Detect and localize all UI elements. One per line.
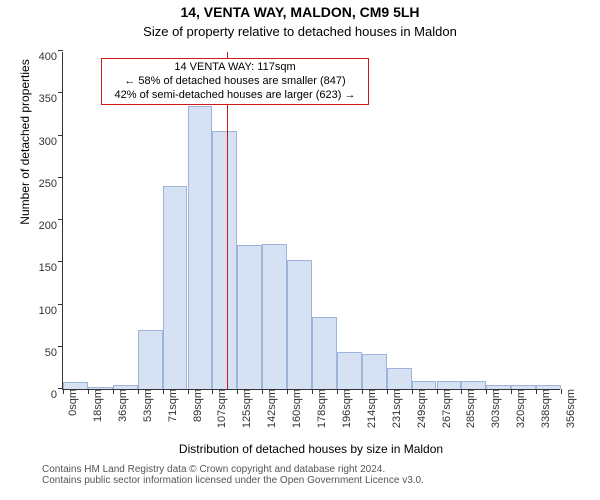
x-tick-label: 320sqm <box>515 389 527 428</box>
y-tick-label: 300 <box>39 136 63 148</box>
x-tick-mark <box>138 389 139 394</box>
histogram-bar <box>536 385 561 389</box>
histogram-bar <box>63 382 88 389</box>
histogram-bar <box>412 381 437 389</box>
chart-title: 14, VENTA WAY, MALDON, CM9 5LH <box>0 4 600 20</box>
y-tick-label: 400 <box>39 51 63 63</box>
x-tick-label: 356sqm <box>565 389 577 428</box>
y-tick-label: 150 <box>39 262 63 274</box>
x-tick-label: 178sqm <box>316 389 328 428</box>
y-tick-mark <box>58 261 63 262</box>
x-tick-label: 267sqm <box>441 389 453 428</box>
x-tick-label: 285sqm <box>465 389 477 428</box>
x-tick-mark <box>262 389 263 394</box>
x-tick-label: 125sqm <box>241 389 253 428</box>
x-tick-mark <box>536 389 537 394</box>
x-tick-mark <box>163 389 164 394</box>
x-tick-mark <box>188 389 189 394</box>
y-tick-mark <box>58 304 63 305</box>
footer-line-2: Contains public sector information licen… <box>42 475 424 486</box>
x-tick-label: 160sqm <box>291 389 303 428</box>
x-tick-mark <box>212 389 213 394</box>
x-tick-label: 196sqm <box>341 389 353 428</box>
y-tick-mark <box>58 50 63 51</box>
x-tick-mark <box>88 389 89 394</box>
y-tick-mark <box>58 92 63 93</box>
x-tick-label: 214sqm <box>366 389 378 428</box>
histogram-bar <box>113 385 138 389</box>
x-tick-mark <box>461 389 462 394</box>
histogram-bar <box>437 381 462 389</box>
y-tick-mark <box>58 219 63 220</box>
x-tick-mark <box>237 389 238 394</box>
y-tick-mark <box>58 135 63 136</box>
x-tick-label: 0sqm <box>67 389 79 416</box>
histogram-bar <box>387 368 412 389</box>
histogram-bar <box>237 245 262 389</box>
y-tick-label: 250 <box>39 178 63 190</box>
x-tick-label: 303sqm <box>490 389 502 428</box>
marker-info-box: 14 VENTA WAY: 117sqm ← 58% of detached h… <box>101 58 369 105</box>
property-size-histogram: 14, VENTA WAY, MALDON, CM9 5LH Size of p… <box>0 0 600 500</box>
x-tick-mark <box>362 389 363 394</box>
histogram-bar <box>88 387 113 389</box>
x-tick-mark <box>561 389 562 394</box>
x-tick-mark <box>337 389 338 394</box>
y-axis-label: Number of detached properties <box>18 0 32 311</box>
y-tick-label: 100 <box>39 305 63 317</box>
x-tick-label: 36sqm <box>117 389 129 422</box>
y-tick-label: 0 <box>51 389 63 401</box>
histogram-bar <box>262 244 287 389</box>
x-tick-label: 53sqm <box>142 389 154 422</box>
x-tick-mark <box>287 389 288 394</box>
x-tick-mark <box>437 389 438 394</box>
x-tick-label: 18sqm <box>92 389 104 422</box>
y-tick-mark <box>58 346 63 347</box>
x-tick-mark <box>412 389 413 394</box>
footer-line-1: Contains HM Land Registry data © Crown c… <box>42 464 424 475</box>
y-tick-label: 200 <box>39 220 63 232</box>
x-tick-mark <box>312 389 313 394</box>
histogram-bar <box>511 385 536 389</box>
attribution-footer: Contains HM Land Registry data © Crown c… <box>42 464 424 486</box>
x-tick-mark <box>63 389 64 394</box>
x-tick-mark <box>113 389 114 394</box>
y-tick-label: 50 <box>45 347 63 359</box>
x-tick-label: 89sqm <box>192 389 204 422</box>
histogram-bar <box>362 354 387 389</box>
histogram-bar <box>163 186 188 389</box>
info-line-smaller: ← 58% of detached houses are smaller (84… <box>108 75 362 89</box>
x-tick-label: 249sqm <box>416 389 428 428</box>
chart-subtitle: Size of property relative to detached ho… <box>0 24 600 39</box>
info-line-larger: 42% of semi-detached houses are larger (… <box>108 89 362 103</box>
histogram-bar <box>138 330 163 389</box>
x-tick-mark <box>511 389 512 394</box>
x-tick-label: 231sqm <box>391 389 403 428</box>
histogram-bar <box>212 131 237 389</box>
histogram-bar <box>461 381 486 389</box>
x-tick-label: 338sqm <box>540 389 552 428</box>
histogram-bar <box>287 260 312 389</box>
x-tick-mark <box>486 389 487 394</box>
histogram-bar <box>188 106 213 389</box>
histogram-bar <box>312 317 337 389</box>
histogram-bar <box>337 352 362 389</box>
histogram-bar <box>486 385 511 389</box>
x-tick-label: 142sqm <box>266 389 278 428</box>
x-tick-label: 107sqm <box>216 389 228 428</box>
x-axis-label: Distribution of detached houses by size … <box>62 442 560 456</box>
y-tick-mark <box>58 177 63 178</box>
x-tick-label: 71sqm <box>167 389 179 422</box>
y-tick-label: 350 <box>39 93 63 105</box>
x-tick-mark <box>387 389 388 394</box>
info-line-property: 14 VENTA WAY: 117sqm <box>108 61 362 75</box>
